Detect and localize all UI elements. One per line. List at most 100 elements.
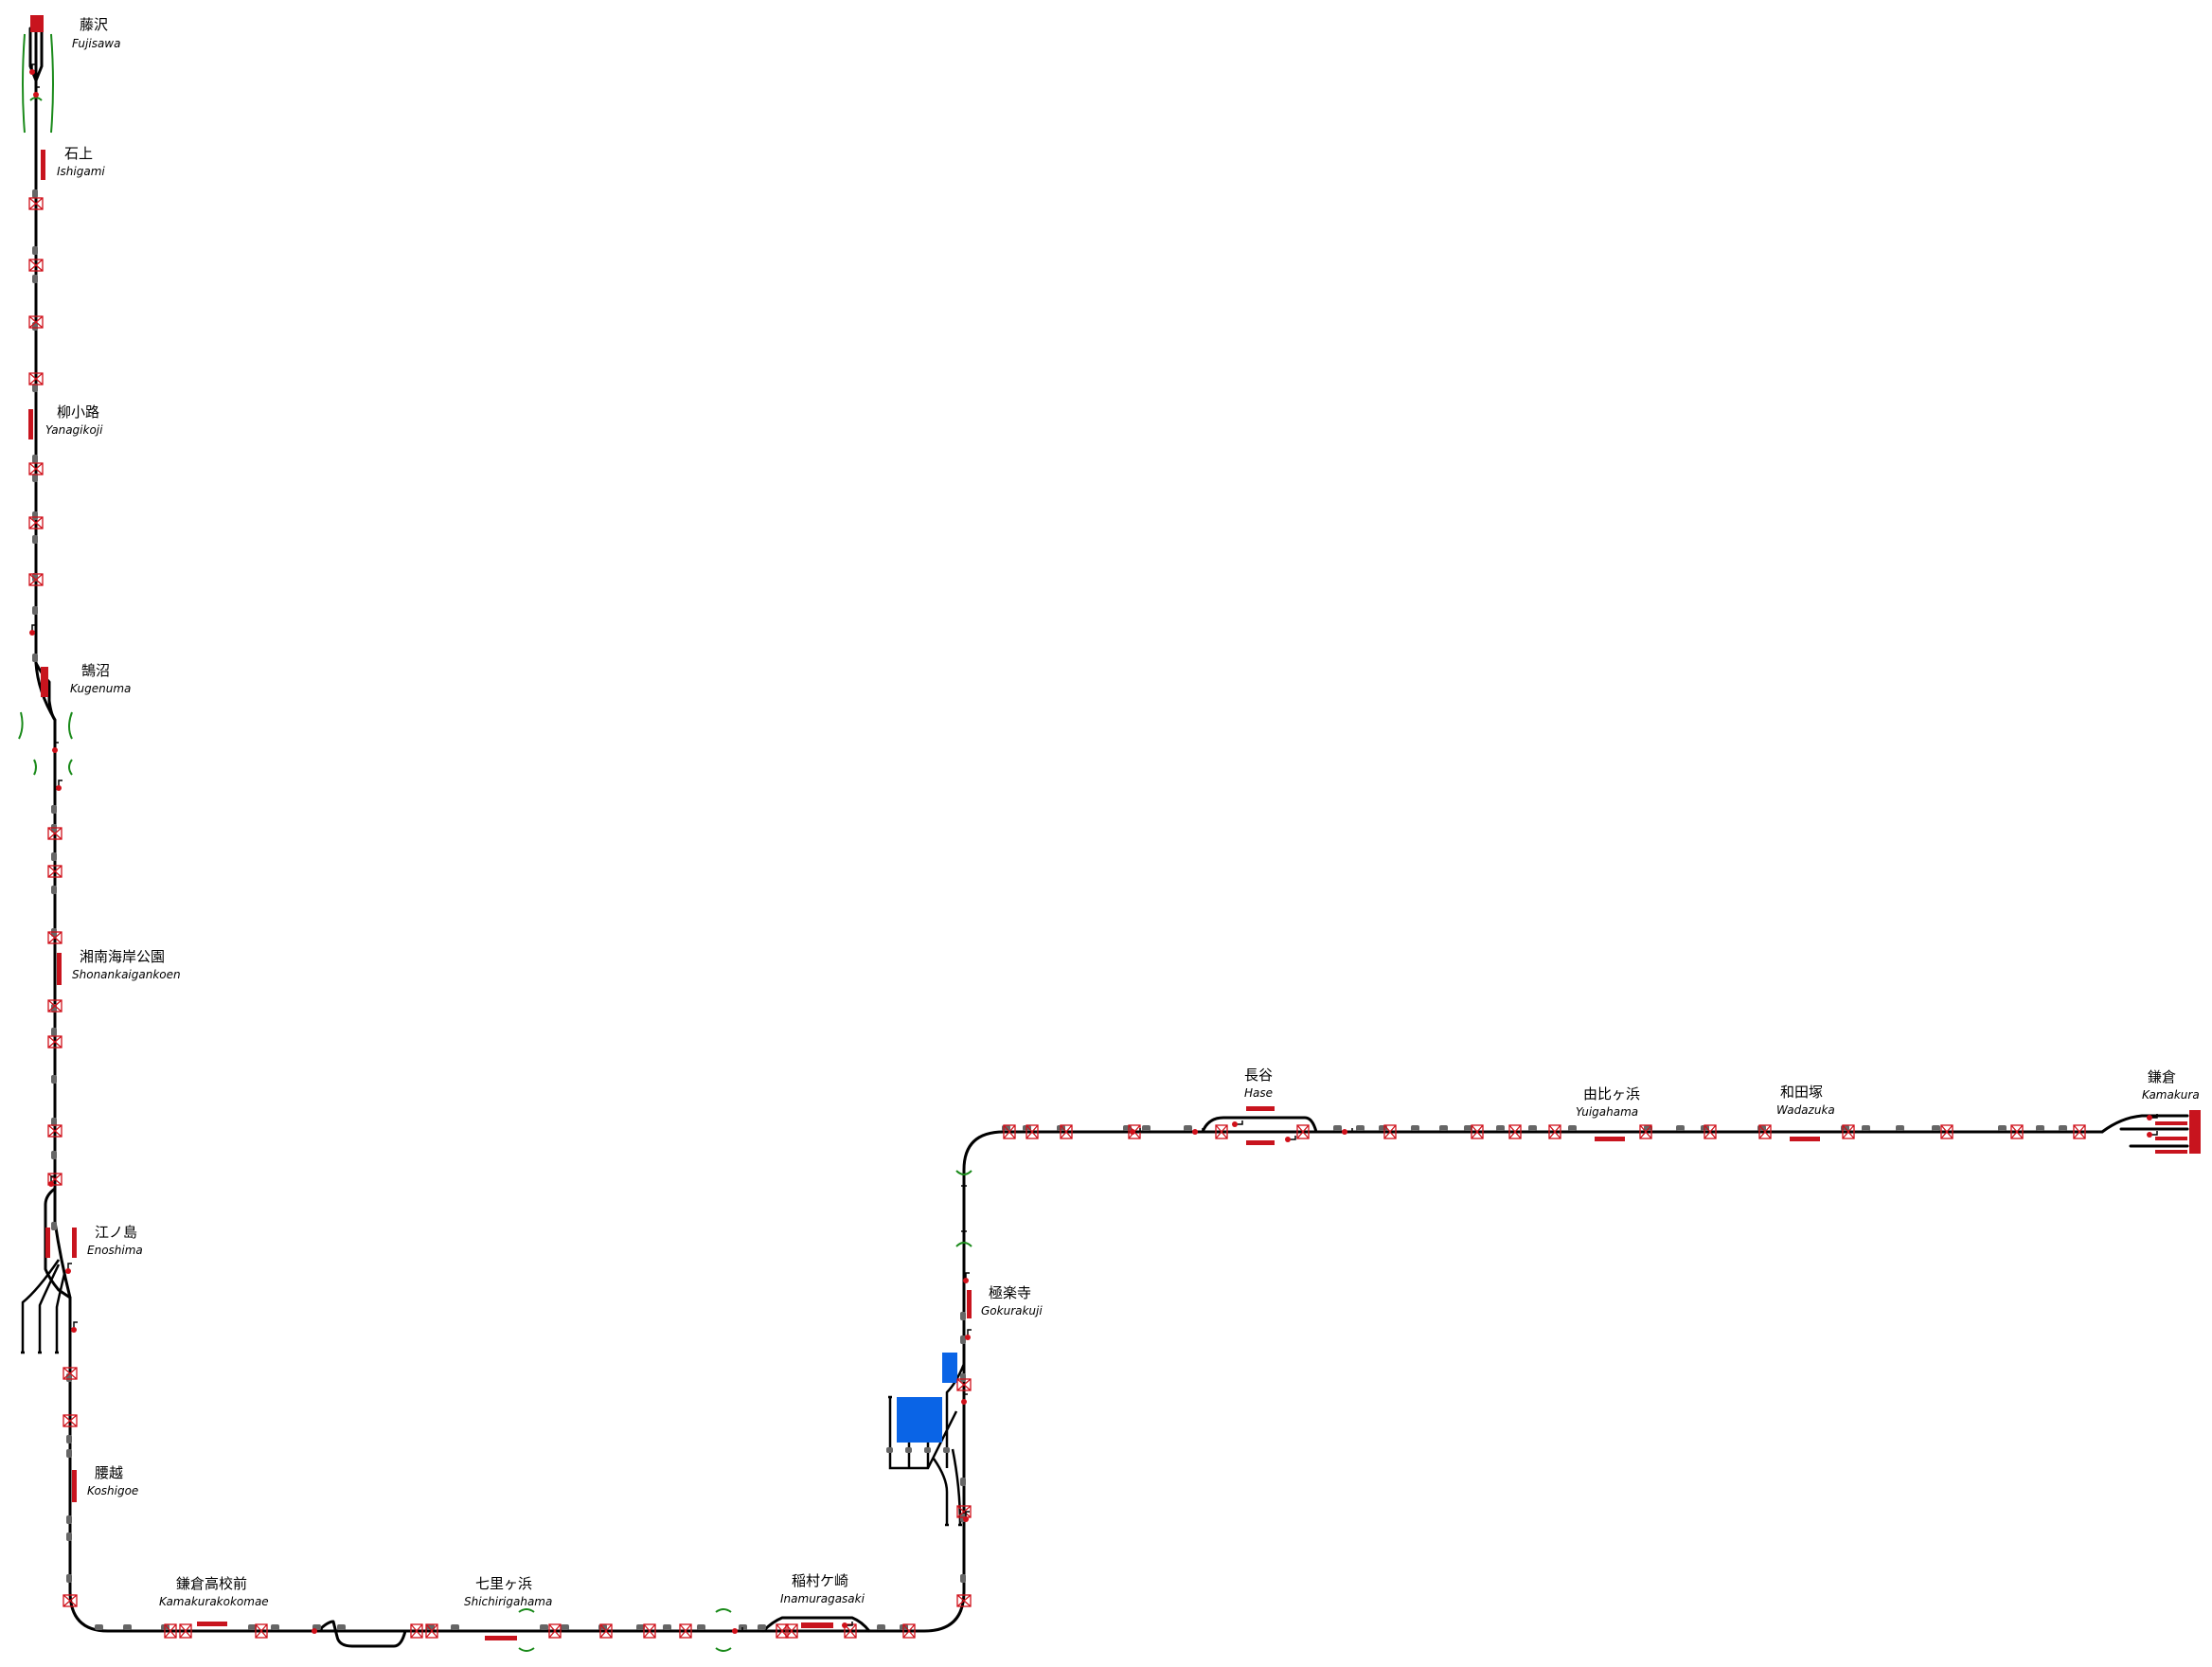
- distance-marker: [697, 1624, 705, 1630]
- label-ishigami-jp: 石上: [64, 145, 93, 162]
- level-crossing: [1003, 1124, 1016, 1139]
- label-kugenuma-en: Kugenuma: [70, 682, 131, 695]
- distance-marker: [886, 1447, 893, 1453]
- distance-marker: [51, 1075, 57, 1084]
- gap-fujisawa-left: [22, 33, 26, 134]
- level-crossing: [2010, 1124, 2024, 1139]
- level-crossing: [956, 1594, 972, 1607]
- distance-marker: [1676, 1125, 1685, 1131]
- distance-marker: [32, 455, 38, 463]
- gap-shichirigahama-b: [518, 1647, 535, 1652]
- signal: [2147, 1131, 2158, 1138]
- signal: [56, 780, 62, 791]
- distance-marker: [1379, 1125, 1387, 1131]
- label-kamakurakokomae-en: Kamakurakokomae: [159, 1595, 269, 1608]
- level-crossing: [1471, 1124, 1484, 1139]
- distance-marker: [905, 1447, 912, 1453]
- level-crossing: [28, 315, 44, 329]
- enoshima-sidings: [21, 1259, 66, 1354]
- section-gaps: [18, 33, 972, 1652]
- distance-marker: [248, 1624, 257, 1630]
- level-crossing: [47, 999, 62, 1013]
- signal: [842, 1622, 853, 1628]
- label-inamuragasaki-jp: 稲村ケ崎: [792, 1572, 848, 1589]
- distance-marker: [32, 246, 38, 255]
- label-kamakurakokomae-jp: 鎌倉高校前: [176, 1575, 247, 1592]
- platform-wadazuka: [1790, 1137, 1820, 1141]
- level-crossing: [1296, 1124, 1310, 1139]
- distance-marker: [1411, 1125, 1419, 1131]
- distance-marker: [924, 1447, 931, 1453]
- distance-marker: [123, 1624, 132, 1630]
- distance-marker: [271, 1624, 279, 1630]
- level-crossing: [2073, 1124, 2086, 1139]
- gap-inamura-a: [715, 1608, 732, 1613]
- distance-marker: [960, 1478, 966, 1486]
- level-crossing: [62, 1414, 78, 1427]
- signal: [29, 63, 36, 75]
- distance-marker: [1528, 1125, 1537, 1131]
- platform-gokurakuji: [967, 1290, 972, 1318]
- level-crossings: [28, 197, 2086, 1639]
- signal: [732, 1627, 743, 1634]
- level-crossing: [164, 1623, 177, 1639]
- distance-marker: [663, 1624, 671, 1630]
- platform-kamakurakokomae: [197, 1622, 227, 1626]
- distance-marker: [1464, 1125, 1472, 1131]
- gap-shichirigahama-a: [518, 1608, 535, 1613]
- distance-marker: [32, 535, 38, 544]
- label-gokurakuji-en: Gokurakuji: [981, 1304, 1043, 1317]
- level-crossing: [1026, 1124, 1039, 1139]
- distance-marker: [32, 189, 38, 198]
- distance-marker: [32, 511, 38, 520]
- enoshima-loop: [44, 1187, 72, 1300]
- distance-marker: [943, 1447, 950, 1453]
- signal: [961, 1393, 968, 1405]
- gokurakuji-depot-upper: [942, 1353, 957, 1383]
- level-crossing: [47, 827, 62, 840]
- gap-kugenuma-a: [33, 759, 37, 776]
- distance-marker: [66, 1574, 72, 1583]
- signal: [52, 742, 59, 753]
- signal: [963, 1272, 970, 1283]
- label-koshigoe-en: Koshigoe: [87, 1484, 138, 1497]
- level-crossing: [255, 1623, 268, 1639]
- platform-yanagikoji: [28, 409, 33, 439]
- distance-marker: [426, 1624, 435, 1630]
- level-crossing: [1508, 1124, 1522, 1139]
- level-crossing: [47, 931, 62, 944]
- label-shichirigahama-jp: 七里ヶ浜: [475, 1575, 532, 1592]
- platform-inamuragasaki: [801, 1622, 833, 1628]
- label-inamuragasaki-en: Inamuragasaki: [780, 1592, 865, 1605]
- distance-marker: [877, 1624, 885, 1630]
- distance-marker: [1932, 1125, 1940, 1131]
- label-fujisawa-jp: 藤沢: [80, 16, 108, 33]
- signal: [963, 1511, 970, 1522]
- distance-marker: [1333, 1125, 1342, 1131]
- distance-marker: [51, 886, 57, 894]
- level-crossing: [1758, 1124, 1772, 1139]
- level-crossing: [47, 1035, 62, 1049]
- level-crossing: [410, 1623, 423, 1639]
- gokurakuji-depot-lower: [897, 1397, 942, 1443]
- level-crossing: [1704, 1124, 1717, 1139]
- hase-loop: [1201, 1116, 1318, 1134]
- distance-marker: [1184, 1125, 1192, 1131]
- distance-marker: [960, 1312, 966, 1320]
- label-shonankaigankoen-jp: 湘南海岸公園: [80, 948, 165, 965]
- signal: [1232, 1120, 1243, 1127]
- label-ishigami-en: Ishigami: [57, 165, 105, 178]
- distance-marker: [1123, 1125, 1132, 1131]
- label-wadazuka-en: Wadazuka: [1776, 1103, 1835, 1117]
- label-kamakura-en: Kamakura: [2142, 1088, 2200, 1102]
- distance-marker: [51, 1151, 57, 1159]
- label-shichirigahama-en: Shichirigahama: [464, 1595, 552, 1608]
- distance-marker: [636, 1624, 645, 1630]
- label-fujisawa-en: Fujisawa: [72, 37, 120, 50]
- distance-marker: [51, 852, 57, 861]
- distance-marker: [1496, 1125, 1505, 1131]
- platform-hase-a: [1246, 1106, 1275, 1111]
- platform-fujisawa: [30, 15, 44, 32]
- label-wadazuka-jp: 和田塚: [1780, 1084, 1823, 1101]
